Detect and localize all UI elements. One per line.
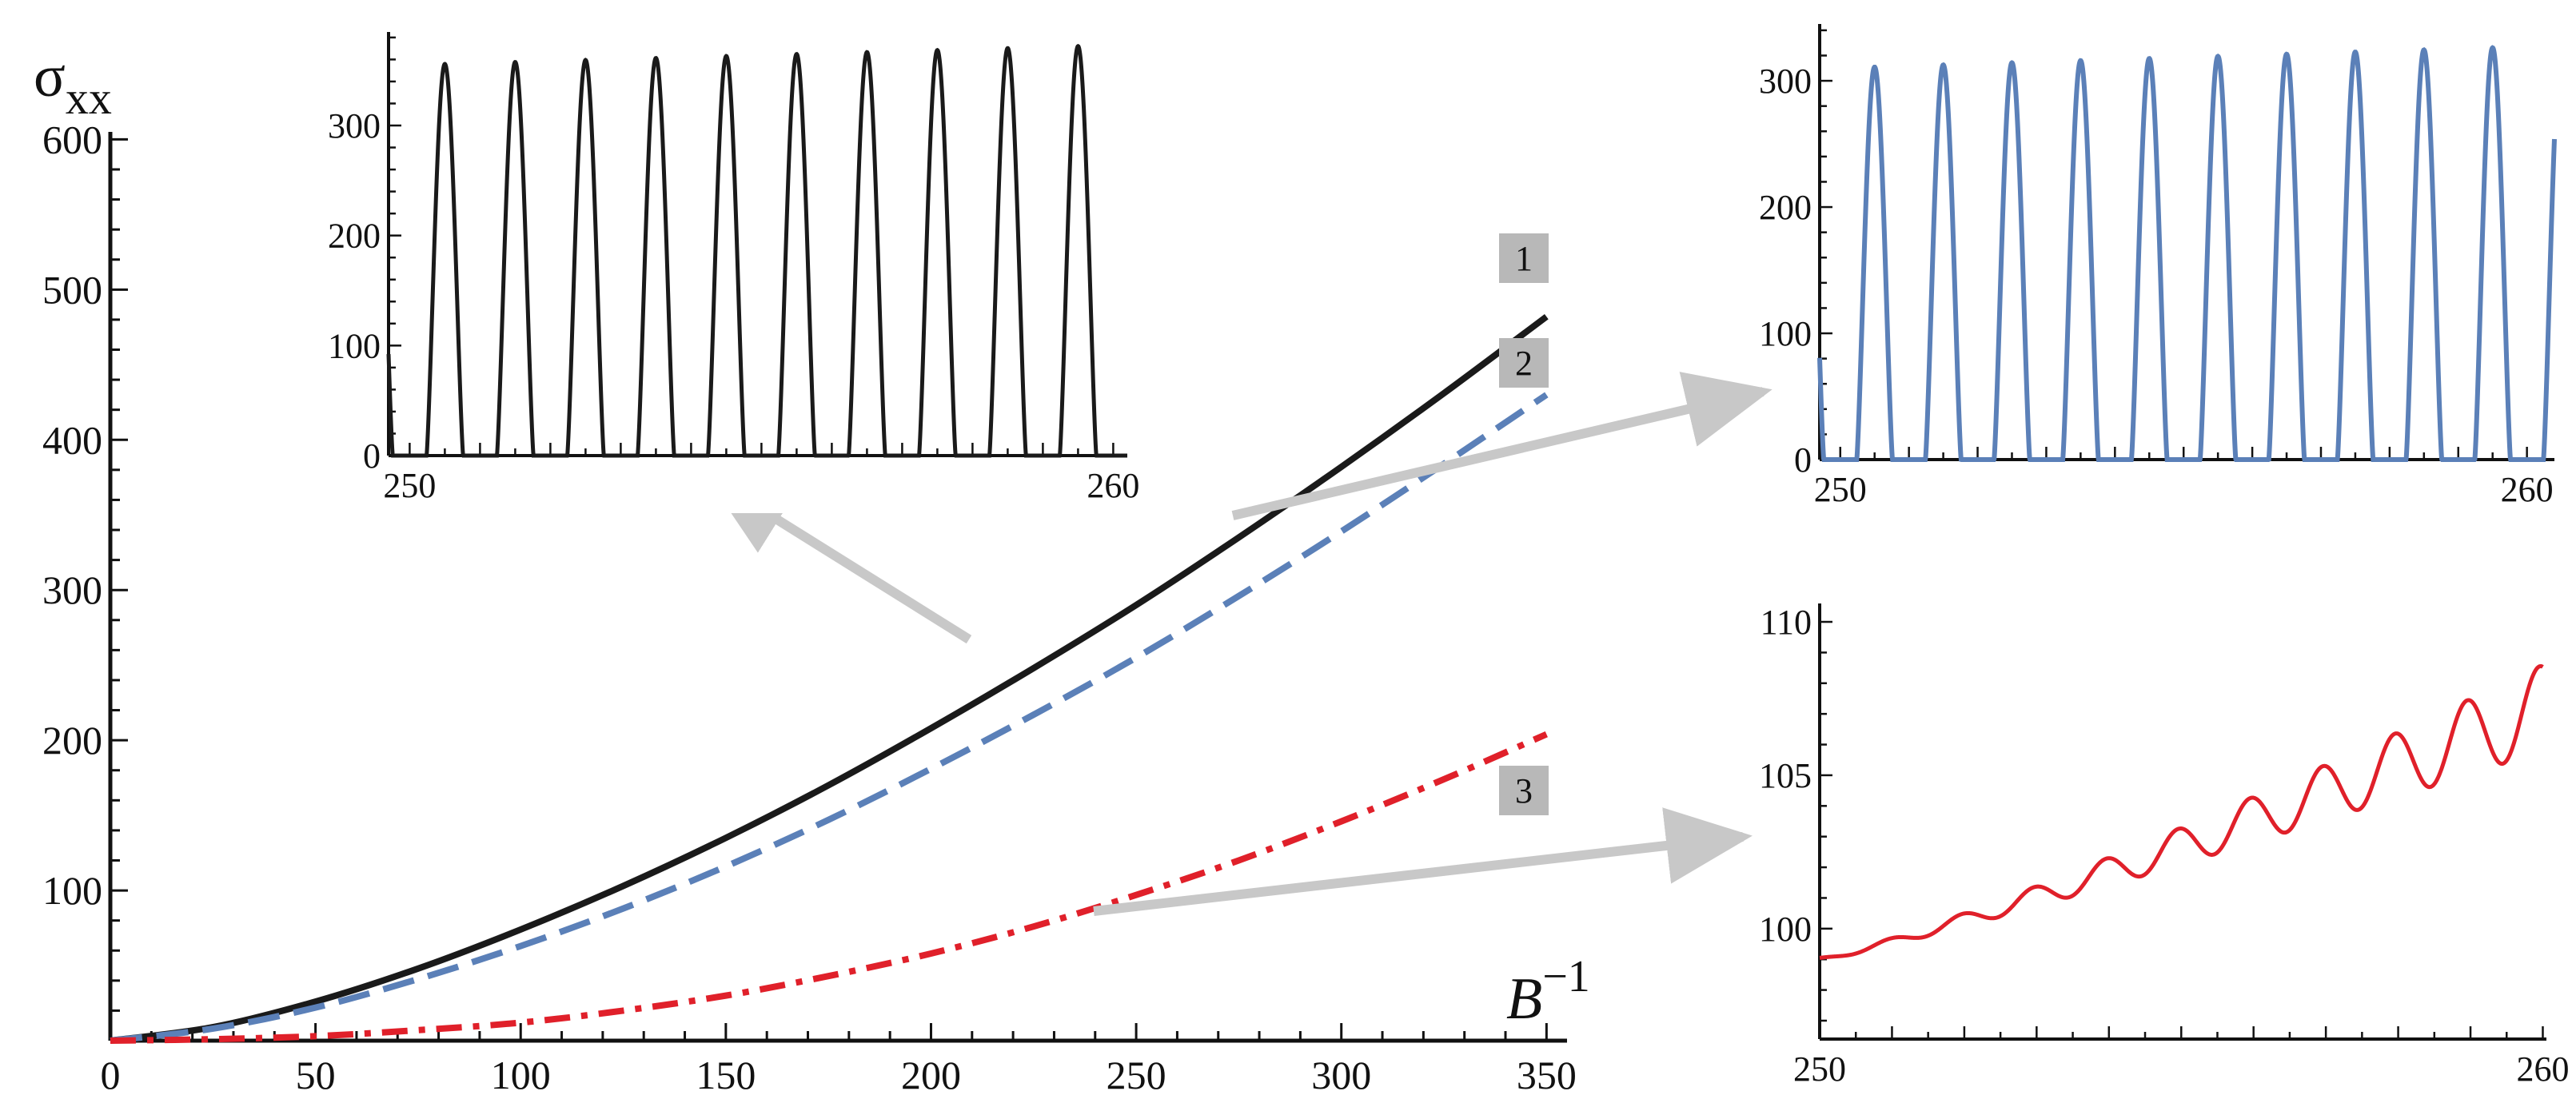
x-tick-label: 250: [1107, 1053, 1166, 1097]
arrow-to-inset-series3: [1093, 807, 1753, 916]
inset-series1: 0 100 200 300 250 260: [328, 18, 1139, 513]
inset_series1-y-tick-label: 200: [328, 217, 381, 256]
inset-series3-curve: [1819, 663, 2544, 960]
curve-label-2: 2: [1499, 338, 1549, 388]
inset_series3-y-tick-label: 105: [1759, 756, 1812, 795]
inset_series1-y-tick-label: 0: [363, 436, 381, 476]
inset_series2-y-tick-label: 100: [1759, 314, 1812, 353]
y-axis-title-symbol: σ: [34, 44, 66, 110]
inset-series2-tick-labels: 0 100 200 300 250 260: [1759, 62, 2554, 509]
y-tick-label: 400: [42, 417, 102, 462]
main-axes: [108, 132, 1567, 1043]
x-axis-title: B−1: [1506, 952, 1590, 1032]
curve-label-3-text: 3: [1515, 771, 1533, 810]
curve-label-3: 3: [1499, 766, 1549, 815]
inset_series1-x-tick-label: 250: [383, 466, 436, 505]
inset-series3-axes: [1818, 603, 2546, 1041]
x-tick-label: 100: [491, 1053, 551, 1097]
inset_series3-x-tick-label: 260: [2516, 1049, 2569, 1089]
x-tick-label: 50: [296, 1053, 336, 1097]
y-axis-title: σxx: [34, 44, 112, 124]
y-tick-label: 500: [42, 267, 102, 312]
inset_series2-y-tick-label: 300: [1759, 62, 1812, 101]
arrow-to-inset-series2: [1231, 372, 1772, 520]
curve-label-3-box: [1499, 766, 1549, 815]
main-curve-2: [110, 392, 1549, 1044]
inset_series1-x-tick-label: 260: [1087, 466, 1139, 505]
inset_series2-y-tick-label: 200: [1759, 188, 1812, 227]
x-tick-label: 0: [101, 1053, 121, 1097]
main-plot: 0 50 100 150 200 250 300 350100200300400500600 …: [34, 44, 1772, 1097]
inset_series2-x-tick-label: 260: [2501, 470, 2554, 509]
inset-series2: 0 100 200 300 250 260: [1759, 24, 2557, 509]
curve-label-2-text: 2: [1515, 344, 1533, 383]
main-curves: [110, 313, 1549, 1044]
x-tick-label: 300: [1311, 1053, 1371, 1097]
curve-label-1: 1: [1499, 233, 1549, 283]
inset-series1-tick-labels: 0 100 200 300 250 260: [328, 106, 1139, 505]
main-curve-3: [110, 731, 1548, 1044]
inset_series3-x-tick-label: 250: [1793, 1049, 1846, 1089]
inset-series3: 100 105 110 250 260: [1759, 603, 2569, 1089]
x-tick-label: 150: [696, 1053, 756, 1097]
curve-label-2-box: [1499, 338, 1549, 388]
inset_series3-y-tick-label: 100: [1759, 910, 1812, 949]
y-axis-title-subscript: xx: [66, 72, 112, 124]
main-tick-labels: 0 50 100 150 200 250 300 350 100 200 300 400 500 600: [42, 117, 1577, 1097]
curve-label-1-text: 1: [1515, 239, 1533, 278]
inset-series3-tick-labels: 100 105 110 250 260: [1759, 603, 2569, 1089]
curve-label-1-box: [1499, 233, 1549, 283]
inset-series1-curve: [386, 43, 1127, 458]
main-curve-1: [110, 313, 1549, 1044]
x-tick-label: 350: [1517, 1053, 1577, 1097]
inset_series3-y-tick-label: 110: [1761, 603, 1812, 642]
x-axis-title-symbol: B: [1506, 966, 1542, 1032]
inset_series1-y-tick-label: 100: [328, 326, 381, 365]
y-tick-label: 100: [42, 868, 102, 913]
y-tick-label: 300: [42, 567, 102, 612]
inset-series2-curve: [1817, 45, 2557, 462]
inset_series1-y-tick-label: 300: [328, 106, 381, 145]
y-tick-label: 600: [42, 117, 102, 161]
x-axis-title-superscript: −1: [1542, 952, 1590, 1002]
y-tick-label: 200: [42, 718, 102, 763]
inset_series2-y-tick-label: 0: [1794, 440, 1812, 480]
inset_series2-x-tick-label: 250: [1814, 470, 1867, 509]
x-tick-label: 200: [901, 1053, 961, 1097]
